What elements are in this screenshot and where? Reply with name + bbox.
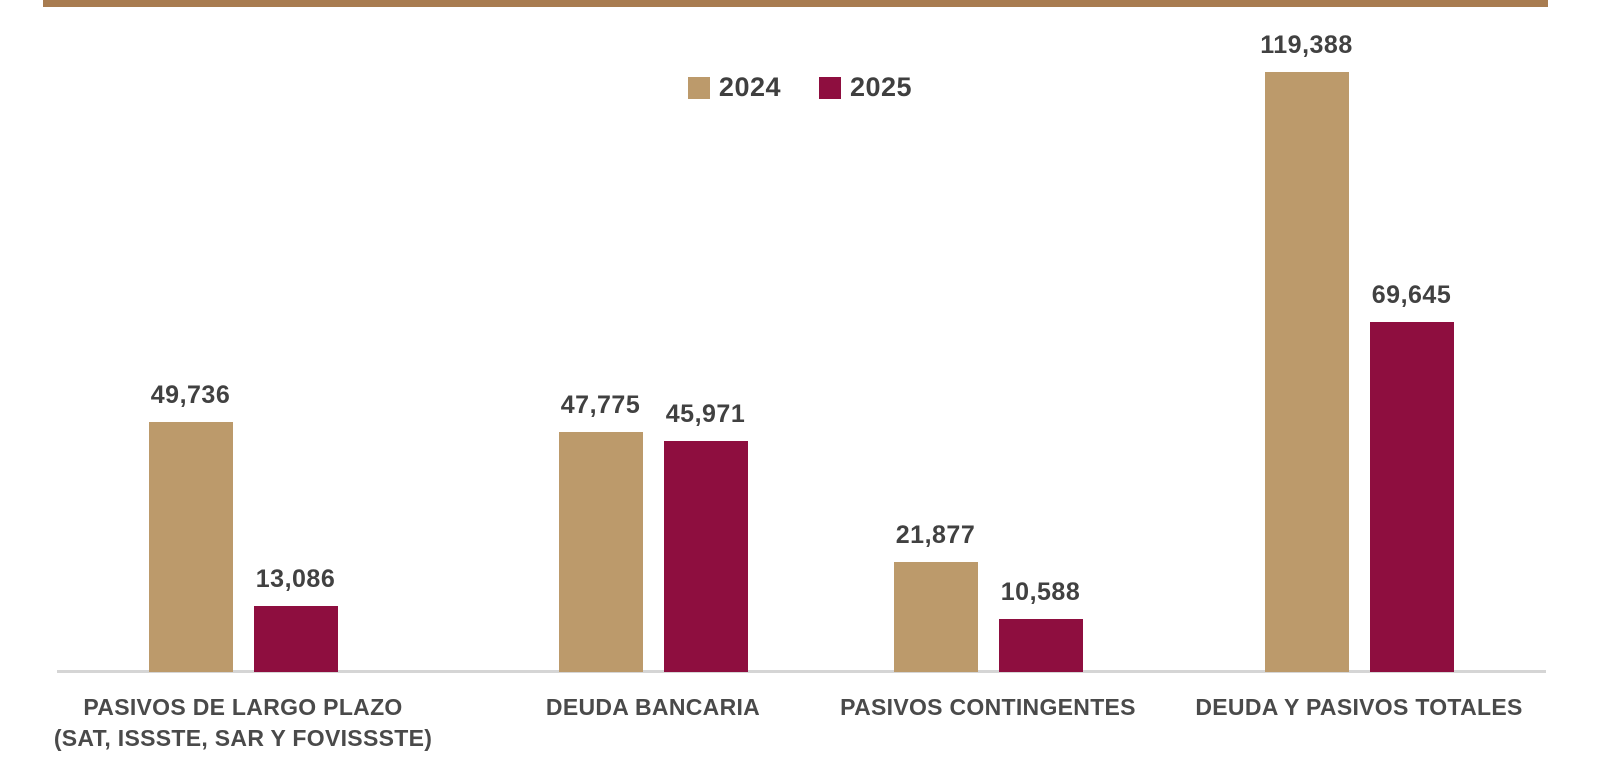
legend-swatch-2024 — [687, 76, 710, 99]
legend-swatch-2025 — [819, 76, 841, 99]
chart-legend: 2024 2025 — [0, 72, 1600, 103]
value-label-2024-group-3: 21,877 — [895, 521, 976, 549]
bar-2025-group-4[interactable] — [1369, 322, 1454, 672]
value-label-2024-group-1: 49,736 — [150, 381, 231, 409]
value-label-2025-group-2: 45,971 — [665, 400, 746, 428]
legend-label-2025: 2025 — [850, 72, 913, 102]
bar-2025-group-2[interactable] — [663, 441, 748, 672]
value-label-2024-group-4: 119,388 — [1260, 31, 1353, 59]
top-accent-bar — [43, 0, 1548, 7]
bar-2025-group-1[interactable] — [253, 606, 338, 672]
bar-2024-group-4[interactable] — [1264, 72, 1349, 672]
category-label-3: PASIVOS CONTINGENTES — [840, 694, 1136, 720]
bar-2025-group-3[interactable] — [998, 619, 1083, 672]
legend-label-2024: 2024 — [718, 72, 781, 102]
bar-2024-group-2[interactable] — [558, 432, 643, 672]
legend-item-2025[interactable]: 2025 — [819, 72, 912, 103]
value-label-2025-group-1: 13,086 — [255, 565, 336, 593]
value-label-2025-group-3: 10,588 — [1000, 578, 1081, 606]
x-axis-line — [57, 670, 1546, 673]
category-label-1: PASIVOS DE LARGO PLAZO (SAT, ISSSTE, SAR… — [53, 694, 433, 752]
legend-item-2024[interactable]: 2024 — [687, 72, 781, 103]
category-label-4: DEUDA Y PASIVOS TOTALES — [1195, 694, 1523, 720]
value-label-2024-group-2: 47,775 — [560, 391, 641, 419]
category-label-2: DEUDA BANCARIA — [545, 694, 761, 720]
value-label-2025-group-4: 69,645 — [1371, 281, 1452, 309]
bar-2024-group-3[interactable] — [893, 562, 978, 672]
bar-2024-group-1[interactable] — [148, 422, 233, 672]
